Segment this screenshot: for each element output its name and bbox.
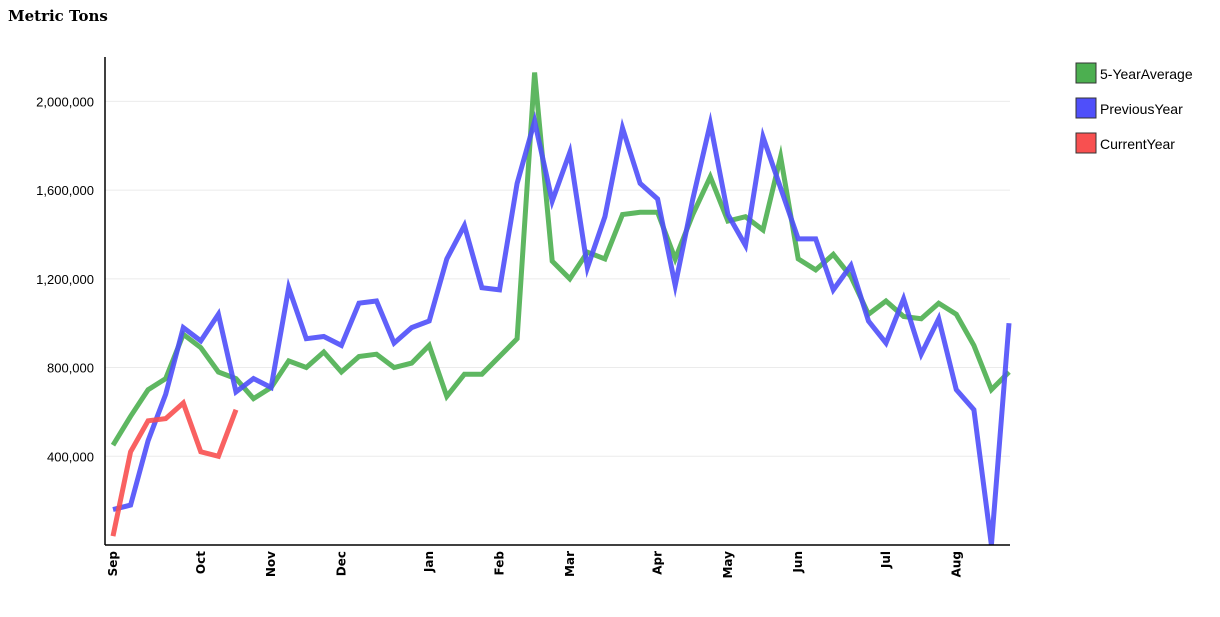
axes: [104, 57, 1010, 546]
x-tick-label: Jun: [791, 551, 805, 574]
legend-label: PreviousYear: [1100, 101, 1183, 117]
x-tick-label: Feb: [493, 551, 507, 576]
x-tick-label: Aug: [949, 551, 963, 577]
y-tick-label: 2,000,000: [36, 94, 94, 109]
legend: 5-YearAverage PreviousYear CurrentYear: [1075, 62, 1193, 154]
legend-swatch: [1075, 132, 1097, 154]
legend-label: CurrentYear: [1100, 136, 1175, 152]
series-line-1: [112, 111, 1012, 546]
x-tick-label: Apr: [651, 551, 665, 575]
y-tick-label: 800,000: [47, 361, 94, 376]
x-tick-labels: Sep Oct Nov Dec Jan Feb Mar Apr May Jun Jul Aug: [106, 551, 963, 579]
y-tick-label: 400,000: [47, 449, 94, 464]
x-tick-label: Jan: [422, 551, 436, 573]
legend-swatch: [1075, 97, 1097, 119]
legend-swatch: [1075, 62, 1097, 84]
y-tick-label: 1,600,000: [36, 183, 94, 198]
series-line-0: [110, 72, 1011, 447]
x-tick-label: May: [721, 551, 735, 579]
series-lines: [110, 72, 1012, 546]
y-axis-label: Metric Tons: [8, 7, 108, 25]
x-tick-label: Oct: [194, 551, 208, 574]
legend-label: 5-YearAverage: [1100, 66, 1193, 82]
gridlines: [105, 100, 1010, 457]
x-tick-label: Nov: [264, 551, 278, 577]
y-tick-labels: 400,000 800,000 1,200,000 1,600,000 2,000,00…: [36, 94, 94, 464]
x-tick-label: Dec: [334, 551, 348, 576]
x-tick-label: Jul: [879, 551, 893, 569]
series-line-2: [110, 398, 239, 537]
x-tick-label: Sep: [106, 551, 120, 577]
y-tick-label: 1,200,000: [36, 272, 94, 287]
x-tick-label: Mar: [563, 551, 577, 577]
